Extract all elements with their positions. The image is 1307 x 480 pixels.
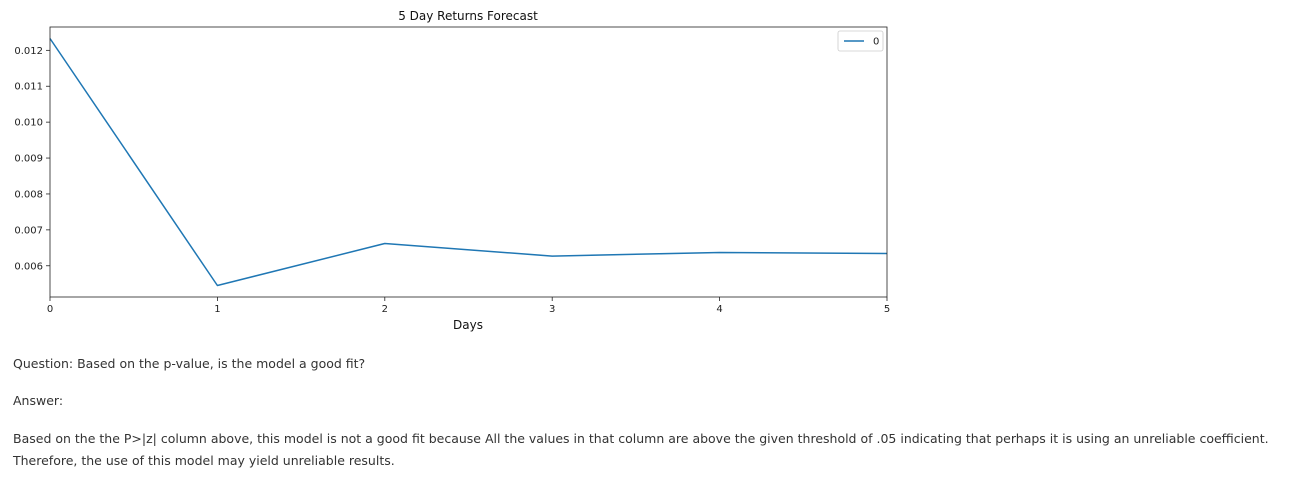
y-axis: 0.006 0.007 0.008 0.009 0.010 0.011 0.012	[14, 46, 50, 272]
y-tick-label: 0.009	[14, 154, 43, 165]
x-tick-label: 0	[47, 304, 53, 315]
y-tick-label: 0.011	[14, 82, 43, 93]
x-tick-label: 3	[549, 304, 555, 315]
answer-text: Based on the the P>|z| column above, thi…	[13, 431, 1269, 468]
y-tick-label: 0.006	[14, 261, 43, 272]
y-tick-label: 0.007	[14, 225, 43, 236]
series-line	[49, 38, 888, 287]
x-tick-label: 2	[382, 304, 388, 315]
question-text: Question: Based on the p-value, is the m…	[13, 356, 366, 371]
legend: 0	[837, 30, 884, 52]
x-tick-label: 4	[716, 304, 722, 315]
x-tick-label: 1	[214, 304, 220, 315]
chart-title: 5 Day Returns Forecast	[398, 9, 538, 23]
plot-frame	[49, 26, 888, 298]
x-tick-label: 5	[884, 304, 890, 315]
y-tick-label: 0.008	[14, 189, 43, 200]
answer-label: Answer:	[13, 393, 64, 408]
y-tick-label: 0.012	[14, 46, 43, 57]
x-axis-label: Days	[453, 318, 483, 332]
y-tick-label: 0.010	[14, 118, 43, 129]
x-axis: 0 1 2 3 4 5	[47, 297, 890, 315]
series-layer	[49, 38, 888, 287]
forecast-chart: 5 Day Returns Forecast 0.0060.0070.0080.…	[14, 9, 890, 332]
legend-label: 0	[873, 37, 879, 48]
